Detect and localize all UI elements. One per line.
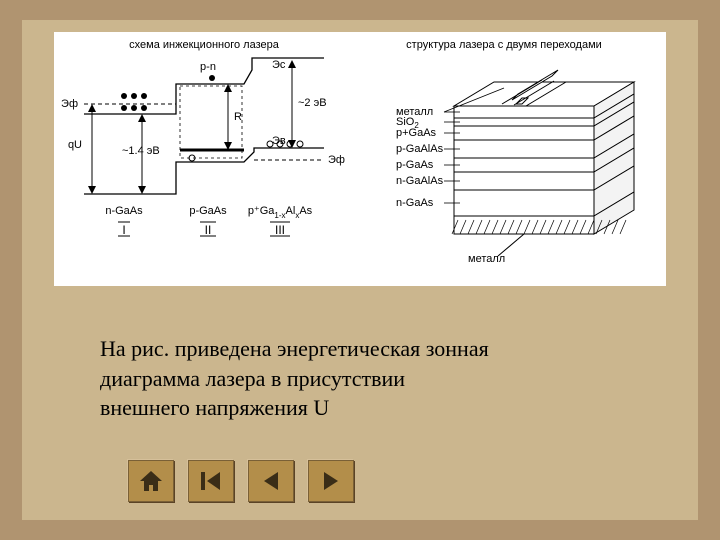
laser-diagram-svg: схема инжекционного лазера структура лаз… [54, 32, 666, 286]
band-diagram: Эф p-n Эс Эв Эф [61, 58, 345, 237]
svg-text:Эс: Эс [272, 59, 286, 71]
home-icon [138, 469, 164, 493]
caption-line: На рис. приведена энергетическая зонная [100, 334, 620, 364]
right-diagram-title: структура лазера с двумя переходами [406, 39, 602, 51]
prev-button[interactable] [248, 460, 294, 502]
first-button[interactable] [188, 460, 234, 502]
prev-icon [258, 469, 284, 493]
caption-line: диаграмма лазера в присутствии [100, 364, 620, 394]
svg-text:n-GaAlAs: n-GaAlAs [396, 175, 444, 187]
svg-text:n-GaAs: n-GaAs [396, 197, 434, 209]
svg-text:p-GaAs: p-GaAs [396, 159, 434, 171]
layer-structure: металлSiO2p+GaAsp-GaAlAsp-GaAsn-GaAlAsn-… [396, 70, 634, 265]
next-button[interactable] [308, 460, 354, 502]
svg-text:Эв: Эв [272, 135, 286, 147]
svg-text:~2 эВ: ~2 эВ [298, 97, 327, 109]
svg-text:I: I [122, 223, 125, 237]
left-diagram-title: схема инжекционного лазера [129, 39, 280, 51]
svg-text:n-GaAs: n-GaAs [105, 205, 143, 217]
next-icon [318, 469, 344, 493]
svg-text:qU: qU [68, 139, 82, 151]
svg-text:p⁺Ga1-xAlxAs: p⁺Ga1-xAlxAs [248, 205, 313, 220]
home-button[interactable] [128, 460, 174, 502]
figure-panel: схема инжекционного лазера структура лаз… [54, 32, 666, 286]
first-icon [198, 469, 224, 493]
svg-text:p-GaAlAs: p-GaAlAs [396, 143, 444, 155]
svg-text:~1.4 эВ: ~1.4 эВ [122, 145, 160, 157]
figure-caption: На рис. приведена энергетическая зонная … [100, 334, 620, 423]
svg-text:II: II [205, 223, 212, 237]
svg-text:p-GaAs: p-GaAs [189, 205, 227, 217]
svg-text:p+GaAs: p+GaAs [396, 127, 437, 139]
svg-text:Эф: Эф [328, 154, 345, 166]
svg-text:Эф: Эф [61, 98, 78, 110]
caption-line: внешнего напряжения U [100, 393, 620, 423]
svg-text:p-n: p-n [200, 61, 216, 73]
svg-text:R: R [234, 111, 242, 123]
svg-text:III: III [275, 223, 285, 237]
